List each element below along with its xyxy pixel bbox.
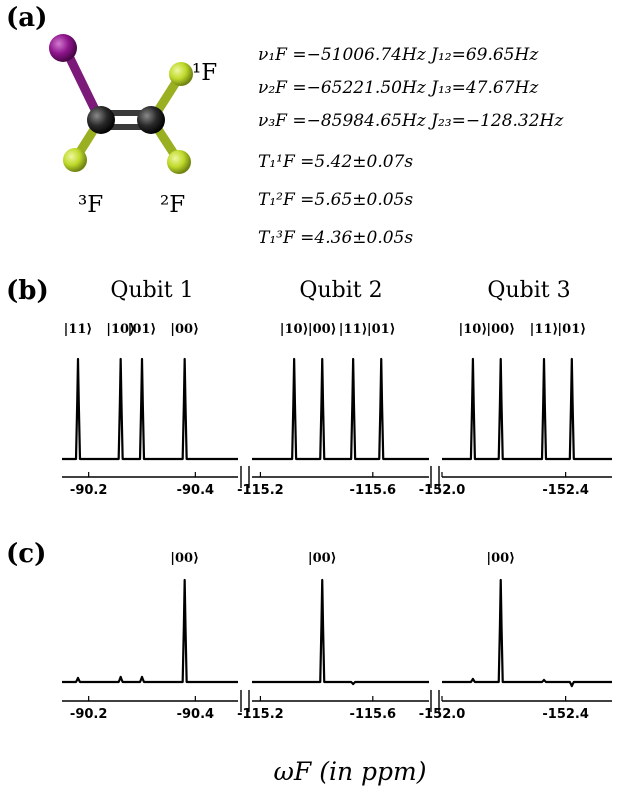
tick-label-c-2-1: -115.2	[237, 707, 284, 722]
panel-label-c: (c)	[6, 539, 46, 569]
param-line-6: T₁³F =4.36±0.05s	[258, 228, 413, 248]
qubit-title-3: Qubit 3	[487, 278, 570, 303]
carbon-atom-left	[87, 106, 115, 134]
nmr-parameters: ν₁F =−51006.74Hz J₁₂=69.65Hz ν₂F =−65221…	[258, 45, 564, 248]
spectrum-line-c-3	[442, 578, 612, 688]
fluorine-atom-3	[63, 148, 87, 172]
param-line-1: ν₁F =−51006.74Hz J₁₂=69.65Hz	[258, 45, 539, 65]
iodine-atom	[49, 34, 77, 62]
peak-label-b-3-4: |01⟩	[557, 322, 586, 337]
x-axis-title: ωF (in ppm)	[274, 757, 427, 786]
param-line-3: ν₃F =−85984.65Hz J₂₃=−128.32Hz	[258, 111, 564, 131]
peak-label-c-1-4: |00⟩	[170, 551, 199, 566]
carbon-atom-right	[137, 106, 165, 134]
peak-label-b-1-3: |01⟩	[128, 322, 157, 337]
tick-label-b-3-2: -152.4	[542, 483, 589, 498]
tick-label-c-1-1: -90.2	[70, 707, 107, 722]
peak-label-b-2-4: |01⟩	[367, 322, 396, 337]
peak-label-b-1-1: |11⟩	[64, 322, 93, 337]
spectrum-line-c-2	[252, 578, 429, 686]
tick-label-c-2-2: -115.6	[350, 707, 397, 722]
peak-label-c-3-2: |00⟩	[486, 551, 515, 566]
atom-label-f1: ¹F	[192, 60, 217, 86]
peak-label-b-1-2: |10⟩	[106, 322, 135, 337]
tick-label-b-1-2: -90.4	[177, 483, 214, 498]
tick-label-b-2-2: -115.6	[350, 483, 397, 498]
tick-label-b-1-1: -90.2	[70, 483, 107, 498]
peak-label-c-2-1: |00⟩	[308, 551, 337, 566]
fluorine-atom-1	[169, 62, 193, 86]
peak-label-b-3-2: |00⟩	[486, 322, 515, 337]
tick-label-b-3-1: -152.0	[419, 483, 466, 498]
peak-label-b-2-2: |00⟩	[308, 322, 337, 337]
atom-label-f2: ²F	[160, 192, 185, 218]
tick-label-c-3-1: -152.0	[419, 707, 466, 722]
panel-label-a: (a)	[6, 3, 47, 33]
spectrum-line-b-2	[252, 357, 429, 461]
tick-label-c-3-2: -152.4	[542, 707, 589, 722]
peak-label-b-3-1: |10⟩	[459, 322, 488, 337]
qubit-title-2: Qubit 2	[299, 278, 382, 303]
qubit-title-1: Qubit 1	[110, 278, 193, 303]
atom-label-f3: ³F	[78, 192, 103, 218]
peak-label-b-2-3: |11⟩	[339, 322, 368, 337]
peak-label-b-3-3: |11⟩	[530, 322, 559, 337]
spectrum-line-b-3	[442, 357, 612, 461]
tick-label-c-1-2: -90.4	[177, 707, 214, 722]
param-line-2: ν₂F =−65221.50Hz J₁₃=47.67Hz	[258, 78, 539, 98]
panel-label-b: (b)	[6, 276, 49, 306]
spectrum-panel-b: |11⟩ |10⟩|01⟩ |00⟩-90.2 -90.4|10⟩ |00⟩ |11⟩ |0…	[62, 322, 612, 498]
fluorine-atom-2	[167, 150, 191, 174]
spectrum-panel-c: |00⟩ -90.2 -90.4 |00⟩ -115.2 -115.6 |00⟩ -152.0…	[62, 551, 612, 722]
tick-label-b-2-1: -115.2	[237, 483, 284, 498]
param-line-5: T₁²F =5.65±0.05s	[258, 190, 413, 210]
peak-label-b-1-4: |00⟩	[170, 322, 199, 337]
peak-label-b-2-1: |10⟩	[280, 322, 309, 337]
spectrum-line-c-1	[62, 578, 238, 684]
param-line-4: T₁¹F =5.42±0.07s	[258, 152, 413, 172]
molecule-model: ¹F ²F ³F	[49, 34, 217, 218]
spectrum-line-b-1	[62, 357, 238, 461]
